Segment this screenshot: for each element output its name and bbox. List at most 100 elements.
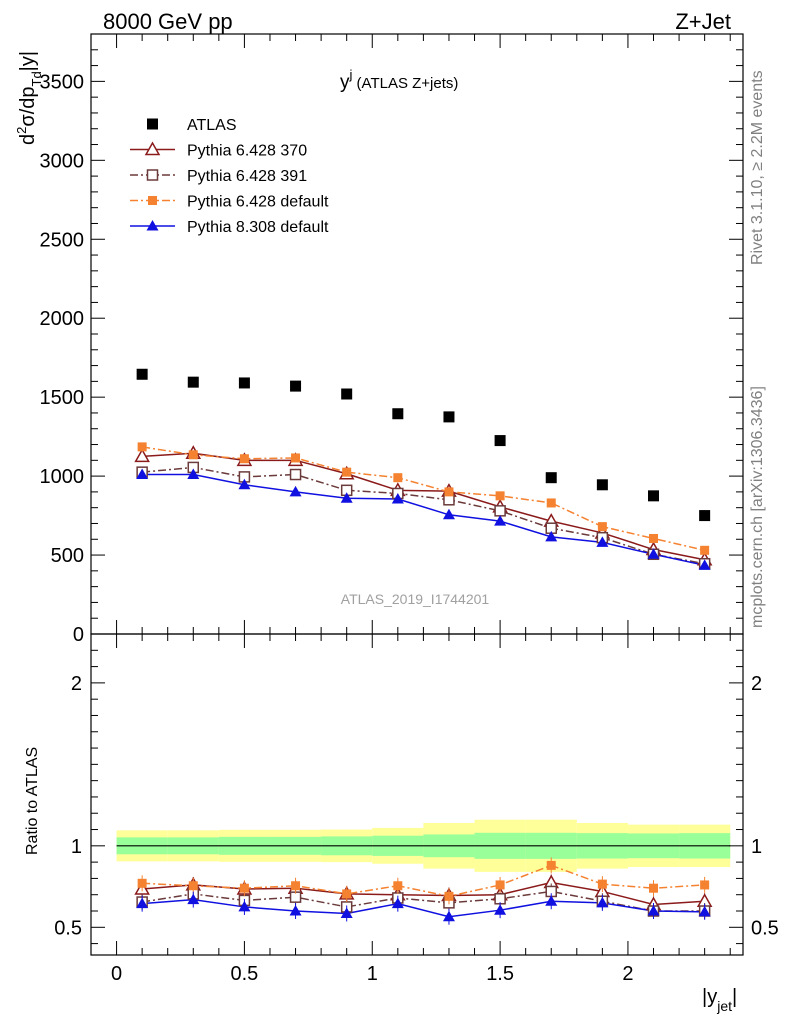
ratio-ytick-label-right: 0.5	[751, 917, 779, 939]
title-rest: (ATLAS Z+jets)	[352, 75, 458, 92]
legend-entry-label: Pythia 6.428 370	[187, 143, 307, 160]
ratio-data-point	[545, 895, 558, 906]
main-data-point	[136, 468, 149, 480]
ratio-data-point	[495, 880, 505, 890]
main-data-point	[134, 448, 150, 463]
ratio-data-point	[291, 881, 301, 891]
ratio-series-line	[142, 890, 705, 912]
legend-entry-label: Pythia 8.308 default	[187, 219, 329, 236]
legend-entry-label: Pythia 6.428 391	[187, 168, 307, 185]
main-data-point	[546, 498, 556, 508]
ratio-xtick-label: 2	[622, 963, 633, 985]
main-ytick-label: 500	[51, 545, 84, 567]
main-data-point	[648, 490, 660, 502]
main-panel: 0 500 1000 1500 2000 2500 3000 3500	[40, 33, 744, 646]
ratio-data-point	[649, 883, 659, 893]
ratio-data-point	[239, 883, 249, 893]
main-data-point	[442, 508, 455, 520]
main-ytick-label: 3500	[40, 71, 85, 93]
main-series-line	[142, 446, 705, 552]
main-data-point	[342, 467, 352, 477]
main-ylabel: d2σ/dpTd|y|	[14, 51, 44, 145]
main-data-point	[239, 454, 249, 464]
main-data-point	[545, 530, 558, 542]
ratio-xtick-label: 1	[367, 963, 378, 985]
main-data-point	[699, 510, 711, 522]
ratio-ytick-label: 1	[71, 836, 82, 858]
main-data-point	[187, 468, 200, 480]
main-data-point	[596, 536, 609, 547]
ratio-data-point	[188, 881, 198, 891]
main-data-point	[596, 479, 608, 491]
x-axis-label: |yjet|	[702, 986, 737, 1014]
legend: ATLAS Pythia 6.428 370 Pythia 6.428 391 Pyt…	[130, 117, 329, 236]
main-title: yj (ATLAS Z+jets)	[340, 67, 458, 93]
main-series-line	[142, 452, 705, 561]
legend-marker	[148, 196, 157, 205]
ratio-data-point	[340, 907, 353, 918]
main-ytick-label: 2000	[40, 308, 85, 330]
ratio-data-point	[444, 891, 454, 901]
ratio-data-point	[700, 880, 710, 890]
ratio-ytick-label-right: 1	[751, 836, 762, 858]
main-data-point	[392, 408, 404, 420]
ratio-data-point	[494, 904, 507, 915]
main-data-point	[391, 493, 404, 504]
legend-entry-label: Pythia 6.428 default	[187, 194, 329, 211]
main-data-point	[289, 485, 302, 497]
main-data-point	[187, 376, 199, 388]
main-data-point	[340, 492, 353, 503]
legend-marker	[144, 141, 161, 156]
main-data-point	[700, 545, 710, 555]
main-data-point	[494, 435, 506, 447]
header-left: 8000 GeV pp	[103, 9, 233, 34]
ratio-data-point	[289, 905, 302, 916]
title-main: y	[340, 72, 350, 93]
main-data-point	[597, 522, 607, 532]
analysis-id: ATLAS_2019_I1744201	[341, 591, 490, 607]
ratio-data-point	[546, 860, 556, 870]
main-data-point	[443, 411, 455, 423]
main-data-point	[494, 515, 507, 526]
ratio-data-point	[187, 893, 200, 905]
main-data-point	[647, 548, 660, 559]
ratio-data-point	[647, 905, 660, 916]
main-data-point	[136, 368, 148, 380]
ratio-ytick-label-right: 2	[751, 673, 762, 695]
main-data-point	[698, 559, 711, 570]
title-sup: j	[349, 67, 353, 82]
legend-entry-label: ATLAS	[187, 117, 237, 134]
main-data-point	[137, 442, 147, 452]
legend-marker	[146, 220, 159, 231]
main-data-point	[444, 487, 454, 497]
ratio-data-point	[393, 881, 403, 891]
ratio-series-line	[142, 864, 705, 898]
ratio-data-point	[596, 896, 609, 908]
ratio-panel: 0.5 0.5 1 1 2 2 0 0.5 1 1.5 2	[54, 633, 779, 985]
legend-marker	[147, 118, 158, 130]
ratio-xtick-label: 0	[111, 963, 122, 985]
main-data-point	[649, 533, 659, 543]
ratio-data-point	[442, 910, 455, 922]
main-data-point	[238, 478, 251, 490]
main-ytick-label: 2500	[40, 229, 85, 251]
main-data-point	[341, 388, 353, 400]
main-data-point	[494, 505, 506, 517]
main-data-point	[495, 491, 505, 501]
ratio-ylabel: Ratio to ATLAS	[24, 747, 41, 855]
main-data-point	[188, 450, 198, 460]
main-ytick-label: 1500	[40, 387, 85, 409]
ratio-series-line	[142, 881, 705, 906]
main-data-point	[238, 377, 250, 389]
main-data-point	[289, 468, 302, 481]
main-data-point	[393, 473, 403, 483]
ratio-frame	[90, 633, 744, 956]
header-right: Z+Jet	[675, 9, 731, 34]
ratio-data-point	[597, 879, 607, 889]
ratio-data-point	[238, 900, 251, 912]
main-data-point	[545, 472, 557, 484]
ratio-ytick-label: 0.5	[54, 917, 82, 939]
ratio-ytick-label: 2	[71, 673, 82, 695]
ratio-data-point	[391, 897, 404, 909]
